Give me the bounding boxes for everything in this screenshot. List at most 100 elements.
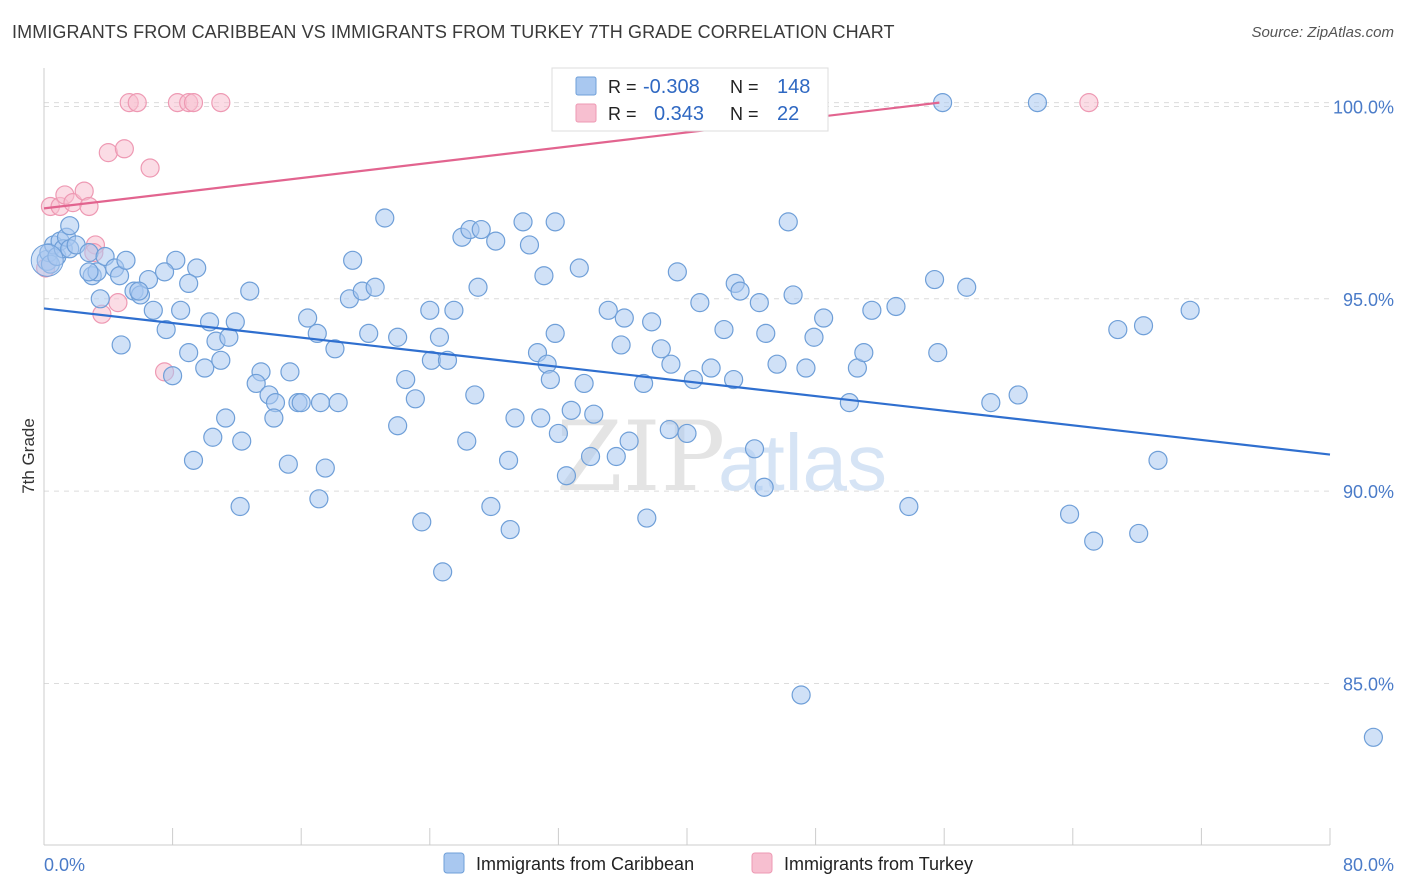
stats-legend-box xyxy=(551,67,829,132)
carib-point xyxy=(519,235,540,255)
legend-r-value-turkey: 0.343 xyxy=(654,103,704,125)
watermark: ZIP atlas xyxy=(556,401,887,513)
turkey-points xyxy=(36,93,1099,382)
y-tick-label-85: 85.0% xyxy=(1343,674,1394,694)
carib-point xyxy=(690,293,710,313)
carib-point xyxy=(754,477,774,497)
series-legend-label-caribbean: Immigrants from Caribbean xyxy=(476,854,694,874)
carib-point xyxy=(981,393,1001,413)
carib-point xyxy=(886,296,906,317)
carib-point xyxy=(375,208,395,228)
carib-point xyxy=(156,319,176,340)
carib-point xyxy=(724,369,744,390)
carib-cluster-point xyxy=(30,243,64,277)
carib-point xyxy=(163,366,183,386)
x-ticks xyxy=(43,828,1331,845)
series-legend-swatch-turkey xyxy=(751,852,773,874)
carib-point xyxy=(580,446,601,467)
carib-point xyxy=(179,273,199,294)
carib-point xyxy=(240,281,260,301)
carib-point xyxy=(154,262,175,282)
series-legend: Immigrants from Caribbean Immigrants fro… xyxy=(443,852,973,874)
carib-point xyxy=(791,685,811,705)
carib-point xyxy=(116,250,136,270)
legend-n-label-caribbean: N = xyxy=(730,77,759,97)
carib-point xyxy=(756,323,776,344)
carib-point xyxy=(232,431,252,451)
carib-point xyxy=(584,404,604,424)
carib-point xyxy=(203,427,223,447)
carib-point xyxy=(457,431,477,451)
carib-point xyxy=(854,343,874,363)
carib-point xyxy=(619,431,639,451)
carib-point xyxy=(171,300,191,320)
carib-point xyxy=(548,423,569,444)
carib-point xyxy=(714,319,734,340)
carib-point xyxy=(179,343,199,363)
carib-point xyxy=(90,289,110,309)
stats-legend: R = -0.308 N = 148 R = 0.343 N = 22 xyxy=(551,67,829,132)
caribbean-trend-line xyxy=(43,307,1331,456)
legend-n-value-turkey: 22 xyxy=(777,103,799,125)
legend-n-value-caribbean: 148 xyxy=(777,76,810,98)
carib-point xyxy=(79,262,99,282)
carib-point xyxy=(611,335,631,355)
turkey-point xyxy=(98,143,118,163)
carib-point xyxy=(444,300,464,320)
legend-swatch-turkey xyxy=(575,103,597,123)
carib-point xyxy=(661,354,681,374)
carib-point xyxy=(839,393,859,413)
carib-point xyxy=(606,446,626,467)
carib-point xyxy=(924,269,945,290)
carib-point xyxy=(598,300,618,320)
carib-point xyxy=(325,339,345,359)
legend-r-value-caribbean: -0.308 xyxy=(643,76,700,98)
carib-point xyxy=(1363,727,1384,747)
carib-point xyxy=(429,327,450,347)
legend-swatch-caribbean xyxy=(575,76,597,96)
carib-point xyxy=(111,335,131,355)
carib-point xyxy=(216,408,236,428)
carib-point xyxy=(862,300,882,320)
carib-point xyxy=(359,323,379,344)
carib-point xyxy=(513,212,533,232)
carib-point xyxy=(388,327,408,347)
carib-point xyxy=(230,496,250,517)
gridlines xyxy=(44,102,1330,684)
turkey-point xyxy=(127,93,147,113)
carib-point xyxy=(1148,450,1168,470)
carib-point xyxy=(388,416,408,436)
carib-point xyxy=(315,458,335,478)
carib-point xyxy=(328,393,348,413)
carib-point xyxy=(195,358,215,378)
carib-point xyxy=(143,300,163,320)
carib-point xyxy=(280,362,300,382)
carib-point xyxy=(309,489,329,509)
carib-point xyxy=(667,262,687,282)
carib-point xyxy=(744,439,765,459)
carib-point xyxy=(1108,319,1128,340)
carib-point xyxy=(264,408,284,428)
carib-point xyxy=(783,285,803,305)
carib-point xyxy=(1084,531,1104,551)
carib-point xyxy=(814,308,834,328)
carib-point xyxy=(556,466,577,486)
carib-point xyxy=(749,293,769,313)
carib-point xyxy=(637,508,657,528)
turkey-point xyxy=(211,93,231,113)
turkey-point xyxy=(140,158,160,178)
carib-point xyxy=(659,419,679,440)
carib-point xyxy=(278,454,298,474)
series-legend-swatch-caribbean xyxy=(443,852,465,874)
turkey-point xyxy=(1079,93,1099,113)
carib-point xyxy=(1059,504,1080,524)
turkey-point xyxy=(183,93,204,113)
carib-point xyxy=(796,358,816,378)
carib-point xyxy=(187,258,207,278)
carib-point xyxy=(928,343,948,363)
carib-point xyxy=(471,219,491,240)
caribbean-points xyxy=(30,93,1384,747)
carib-point xyxy=(505,408,525,428)
legend-n-label-turkey: N = xyxy=(730,104,759,124)
